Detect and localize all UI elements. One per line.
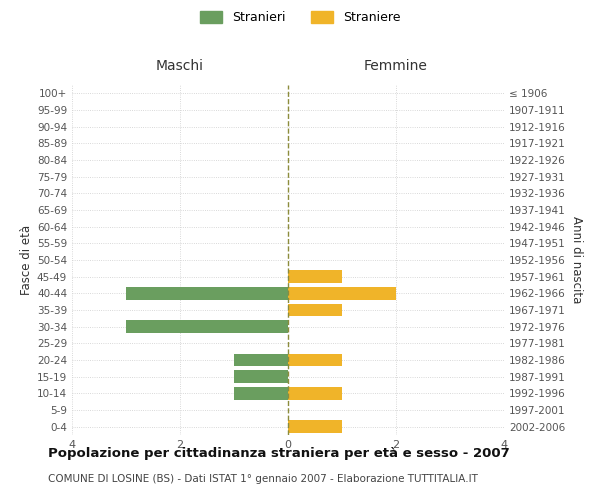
- Bar: [288, 387, 342, 400]
- Bar: [234, 370, 288, 383]
- Bar: [234, 387, 288, 400]
- Text: COMUNE DI LOSINE (BS) - Dati ISTAT 1° gennaio 2007 - Elaborazione TUTTITALIA.IT: COMUNE DI LOSINE (BS) - Dati ISTAT 1° ge…: [48, 474, 478, 484]
- Text: Maschi: Maschi: [156, 58, 204, 72]
- Legend: Stranieri, Straniere: Stranieri, Straniere: [199, 11, 401, 24]
- Bar: [288, 354, 342, 366]
- Bar: [288, 304, 342, 316]
- Y-axis label: Anni di nascita: Anni di nascita: [570, 216, 583, 304]
- Bar: [288, 287, 396, 300]
- Bar: [288, 270, 342, 283]
- Text: Popolazione per cittadinanza straniera per età e sesso - 2007: Popolazione per cittadinanza straniera p…: [48, 448, 510, 460]
- Bar: [126, 320, 288, 333]
- Bar: [234, 354, 288, 366]
- Bar: [288, 420, 342, 433]
- Text: Femmine: Femmine: [364, 58, 428, 72]
- Bar: [126, 287, 288, 300]
- Y-axis label: Fasce di età: Fasce di età: [20, 225, 33, 295]
